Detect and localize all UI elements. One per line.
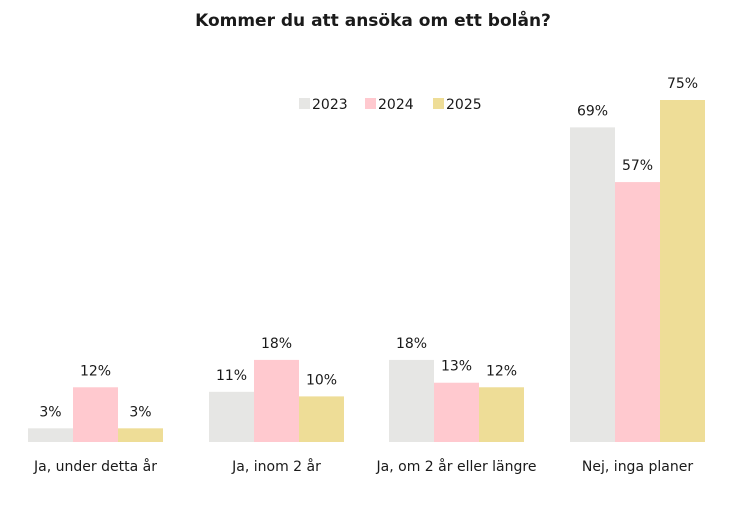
bar-2025-2 xyxy=(299,396,344,442)
bar-2023-2 xyxy=(209,391,254,442)
legend-swatch-2024 xyxy=(365,98,376,109)
legend-swatch-2023 xyxy=(299,98,310,109)
bar-2023-4 xyxy=(570,127,615,443)
legend-label-2025: 2025 xyxy=(446,97,482,113)
value-label-2023-1: 3% xyxy=(39,404,61,420)
value-label-2024-3: 13% xyxy=(441,359,472,375)
category-label-3: Ja, om 2 år eller längre xyxy=(376,458,537,475)
category-label-2: Ja, inom 2 år xyxy=(231,458,321,475)
bar-2023-1 xyxy=(28,428,73,442)
value-label-2025-3: 12% xyxy=(486,363,517,379)
category-labels: Ja, under detta år Ja, inom 2 år Ja, om 2 … xyxy=(33,458,693,475)
value-label-2025-4: 75% xyxy=(667,76,698,92)
bar-2023-3 xyxy=(389,359,434,442)
legend-swatch-2025 xyxy=(433,98,444,109)
category-label-1: Ja, under detta år xyxy=(33,458,157,475)
value-label-2024-1: 12% xyxy=(80,363,111,379)
bar-2024-3 xyxy=(434,382,479,442)
bar-2025-3 xyxy=(479,387,524,442)
value-label-2024-2: 18% xyxy=(261,336,292,352)
bar-2024-4 xyxy=(615,182,660,442)
value-label-2023-3: 18% xyxy=(396,336,427,352)
chart-title: Kommer du att ansöka om ett bolån? xyxy=(195,9,551,31)
bar-2025-1 xyxy=(118,428,163,442)
category-label-4: Nej, inga planer xyxy=(582,459,693,475)
value-label-2024-4: 57% xyxy=(622,158,653,174)
value-label-2023-4: 69% xyxy=(577,103,608,119)
legend: 2023 2024 2025 xyxy=(299,97,482,113)
value-label-2023-2: 11% xyxy=(216,368,247,384)
bars xyxy=(28,100,705,443)
legend-label-2023: 2023 xyxy=(312,97,348,113)
legend-label-2024: 2024 xyxy=(378,97,414,113)
value-label-2025-1: 3% xyxy=(129,404,151,420)
bar-2024-1 xyxy=(73,387,118,442)
bar-2024-2 xyxy=(254,359,299,442)
value-label-2025-2: 10% xyxy=(306,372,337,388)
value-labels: 3% 12% 3% 11% 18% 10% 18% 13% 12% 69% 57% 75% xyxy=(39,76,698,420)
bar-2025-4 xyxy=(660,100,705,442)
